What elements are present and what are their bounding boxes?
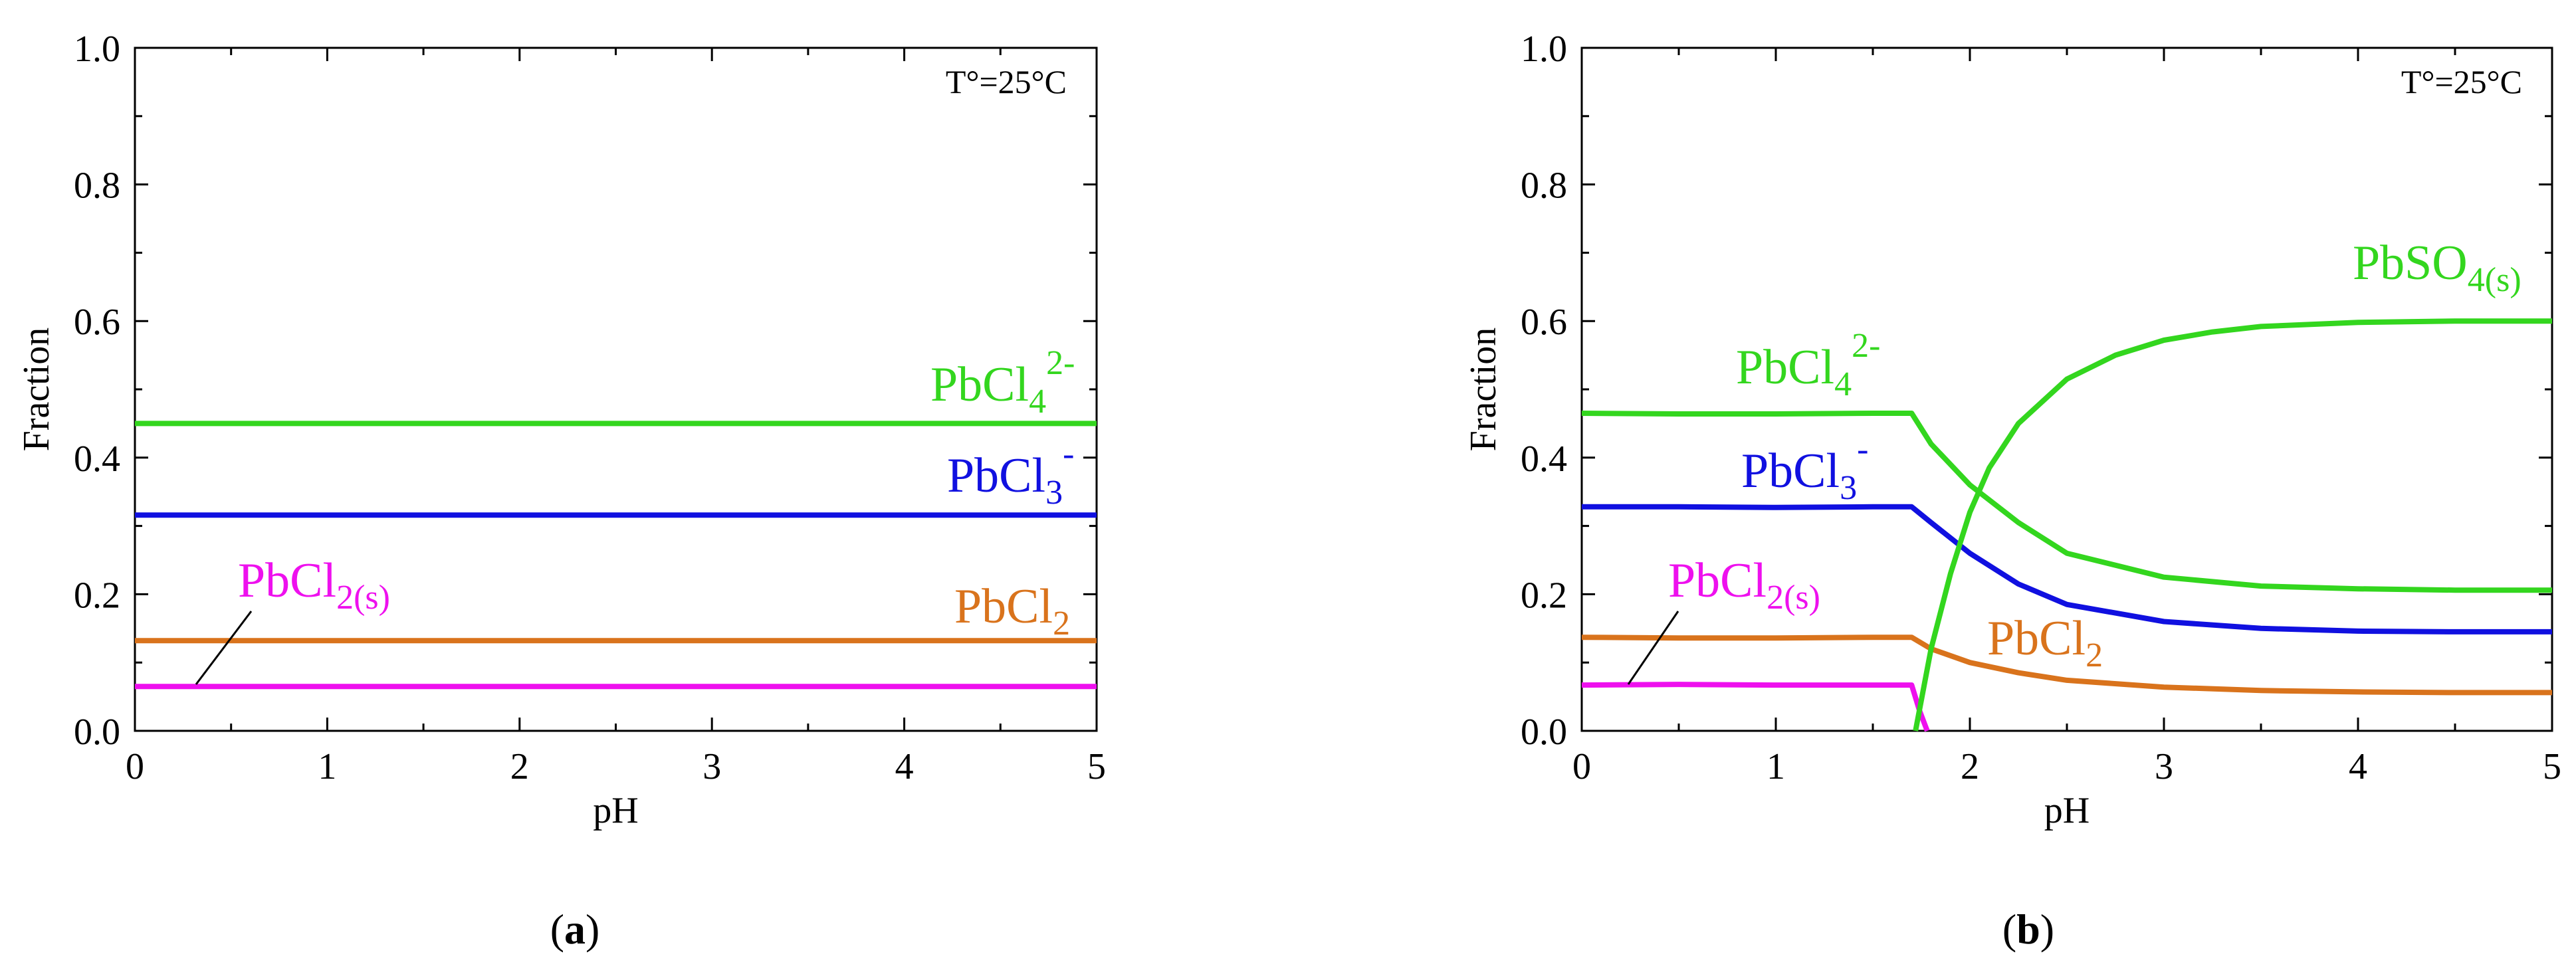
species-label-pbcl3: PbCl3- bbox=[1741, 431, 1868, 507]
x-tick-label: 2 bbox=[510, 746, 529, 787]
temperature-annotation: T°=25°C bbox=[2401, 63, 2522, 100]
species-label-pbcl4: PbCl42- bbox=[1736, 327, 1880, 403]
label-main: PbCl bbox=[954, 579, 1053, 634]
series-line bbox=[1582, 504, 2552, 634]
series-line bbox=[1913, 318, 2552, 732]
label-superscript: - bbox=[1857, 431, 1868, 468]
y-tick-label: 1.0 bbox=[74, 29, 120, 70]
panel-label-paren: ( bbox=[2002, 906, 2016, 953]
label-subscript: 3 bbox=[1840, 469, 1857, 507]
species-label-pbcl3: PbCl3- bbox=[947, 435, 1074, 512]
label-subscript: 3 bbox=[1045, 474, 1063, 512]
series-line bbox=[1582, 411, 2552, 593]
y-tick-label: 0.6 bbox=[1521, 302, 1567, 343]
label-subscript: 2 bbox=[1053, 605, 1070, 642]
species-label-pbso4: PbSO4(s) bbox=[2353, 236, 2522, 299]
label-main: PbCl bbox=[1736, 340, 1834, 395]
y-tick-label: 0.4 bbox=[74, 439, 120, 480]
label-subscript: 2(s) bbox=[1767, 579, 1820, 617]
panel-label-letter: a bbox=[564, 906, 586, 953]
y-tick-label: 0.0 bbox=[1521, 712, 1567, 753]
label-main: PbCl bbox=[930, 357, 1029, 412]
panel-label-paren: ( bbox=[550, 906, 564, 953]
temperature-annotation: T°=25°C bbox=[946, 63, 1067, 100]
label-leader-line bbox=[195, 611, 253, 685]
label-superscript: 2- bbox=[1852, 327, 1880, 365]
label-main: PbSO bbox=[2353, 236, 2468, 290]
label-subscript: 2(s) bbox=[336, 579, 390, 617]
panel-label-paren: ) bbox=[586, 906, 599, 953]
label-main: PbCl bbox=[1741, 444, 1840, 498]
panel-label-letter: b bbox=[2016, 906, 2040, 953]
label-leader-line bbox=[1627, 611, 1679, 685]
y-tick-label: 0.2 bbox=[74, 575, 120, 616]
x-axis-label: pH bbox=[593, 790, 638, 831]
species-label-pbcl2: PbCl2 bbox=[1987, 611, 2103, 674]
y-tick-label: 0.4 bbox=[1521, 439, 1567, 480]
label-subscript: 4 bbox=[1029, 383, 1046, 421]
label-superscript: 2- bbox=[1046, 344, 1075, 382]
species-label-pbcl2: PbCl2 bbox=[954, 579, 1070, 642]
species-label-pbcl2s: PbCl2(s) bbox=[238, 553, 390, 617]
y-tick-label: 0.6 bbox=[74, 302, 120, 343]
y-tick-label: 0.2 bbox=[1521, 575, 1567, 616]
x-tick-label: 1 bbox=[318, 746, 336, 787]
species-label-pbcl2s: PbCl2(s) bbox=[1668, 553, 1820, 617]
x-tick-label: 0 bbox=[1572, 746, 1591, 787]
panel-label-paren: ) bbox=[2040, 906, 2054, 953]
label-main: PbCl bbox=[238, 553, 336, 608]
label-main: PbCl bbox=[1668, 553, 1767, 608]
x-tick-label: 0 bbox=[126, 746, 144, 787]
x-tick-label: 5 bbox=[2543, 746, 2561, 787]
x-tick-label: 4 bbox=[2349, 746, 2367, 787]
y-axis-label: Fraction bbox=[1463, 328, 1504, 452]
label-subscript: 4 bbox=[1834, 365, 1852, 403]
species-label-pbcl4: PbCl42- bbox=[930, 344, 1075, 421]
x-tick-label: 5 bbox=[1087, 746, 1106, 787]
label-subscript: 4(s) bbox=[2468, 261, 2522, 299]
x-tick-label: 3 bbox=[2155, 746, 2173, 787]
label-main: PbCl bbox=[1987, 611, 2086, 666]
label-main: PbCl bbox=[947, 448, 1045, 503]
y-tick-label: 0.8 bbox=[1521, 165, 1567, 207]
panel-label: (a) bbox=[550, 906, 600, 953]
y-axis-label: Fraction bbox=[16, 328, 57, 452]
x-tick-label: 1 bbox=[1767, 746, 1785, 787]
label-superscript: - bbox=[1063, 435, 1074, 473]
label-subscript: 2 bbox=[2086, 636, 2103, 674]
y-tick-label: 0.0 bbox=[74, 712, 120, 753]
series-line bbox=[1582, 634, 2552, 696]
x-tick-label: 2 bbox=[1961, 746, 1979, 787]
y-tick-label: 1.0 bbox=[1521, 29, 1567, 70]
x-tick-label: 3 bbox=[702, 746, 721, 787]
panel-label: (b) bbox=[2002, 906, 2054, 953]
panel-b: 0 1 2 3 4 5 0.0 0.2 0.4 0.6 0.8 1.0 pH Fraction T°=25°… bbox=[1463, 29, 2561, 953]
x-tick-label: 4 bbox=[895, 746, 914, 787]
panel-a: 0 1 2 3 4 5 0.0 0.2 0.4 0.6 0.8 1.0 pH Fraction T°=25°… bbox=[16, 29, 1106, 953]
y-tick-label: 0.8 bbox=[74, 165, 120, 207]
series-line bbox=[1582, 682, 1930, 732]
x-axis-label: pH bbox=[2044, 790, 2090, 831]
